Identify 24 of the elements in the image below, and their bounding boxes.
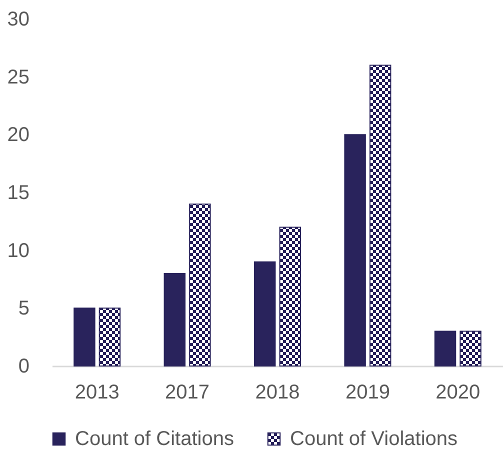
y-tick-label: 30 [7,8,30,30]
bar [279,226,301,366]
legend-label: Count of Violations [290,428,458,450]
bar [164,272,186,366]
bar [254,261,276,366]
bar [74,308,96,366]
bar [434,330,456,366]
bar [189,204,211,366]
legend-label: Count of Citations [75,428,234,450]
y-tick-label: 15 [7,182,30,204]
bar [369,64,392,366]
x-tick-label: 2018 [255,382,300,404]
x-tick-label: 2020 [436,382,480,404]
y-tick-label: 5 [18,298,30,320]
x-tick-label: 2019 [345,382,390,404]
bar [98,308,121,366]
bar [460,330,482,366]
x-tick-label: 2017 [165,382,210,404]
bar [344,134,366,366]
x-tick-label: 2013 [74,382,120,404]
y-tick-label: 0 [18,356,30,378]
y-tick-label: 25 [7,66,30,88]
y-tick-label: 10 [7,240,30,262]
y-tick-label: 20 [7,124,30,146]
